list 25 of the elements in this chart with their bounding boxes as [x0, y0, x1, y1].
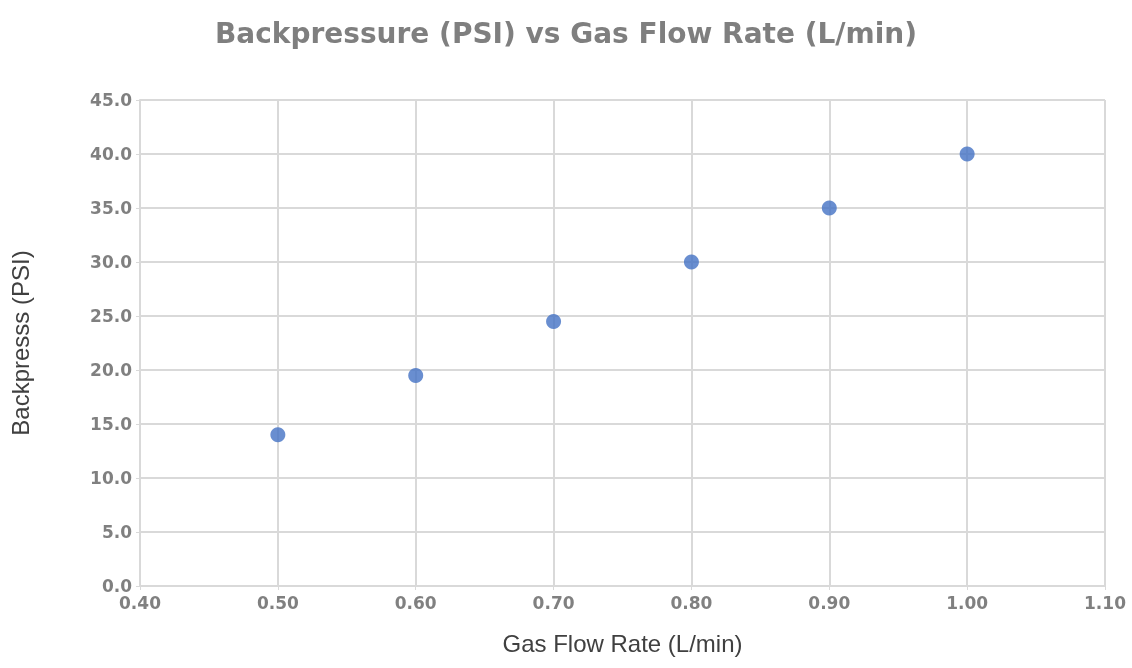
x-tick-label: 0.50 — [256, 592, 299, 613]
y-tick-label: 45.0 — [90, 90, 133, 110]
y-tick-label: 40.0 — [90, 144, 133, 164]
y-tick-label: 20.0 — [90, 360, 133, 380]
y-axis-title: Backpresss (PSI) — [6, 250, 34, 436]
y-tick-label: 35.0 — [90, 198, 133, 218]
x-tick-label: 1.00 — [946, 592, 989, 613]
y-tick-label: 25.0 — [90, 306, 133, 326]
x-tick-label: 0.80 — [670, 592, 713, 613]
x-tick-label: 0.70 — [532, 592, 575, 613]
point — [959, 146, 975, 162]
x-axis-title: Gas Flow Rate (L/min) — [502, 629, 743, 657]
point — [408, 367, 424, 383]
point — [683, 254, 699, 270]
x-tick-label: 0.90 — [808, 592, 851, 613]
x-tick-label: 1.10 — [1084, 592, 1127, 613]
y-tick-label: 15.0 — [90, 414, 133, 434]
point — [546, 313, 562, 329]
chart-title: Backpressure (PSI) vs Gas Flow Rate (L/min) — [214, 16, 918, 50]
y-tick-label: 5.0 — [101, 522, 133, 542]
y-tick-label: 30.0 — [90, 252, 133, 272]
x-tick-label: 0.60 — [394, 592, 437, 613]
y-tick-label: 10.0 — [90, 468, 133, 488]
point — [821, 200, 837, 216]
point — [270, 427, 286, 443]
